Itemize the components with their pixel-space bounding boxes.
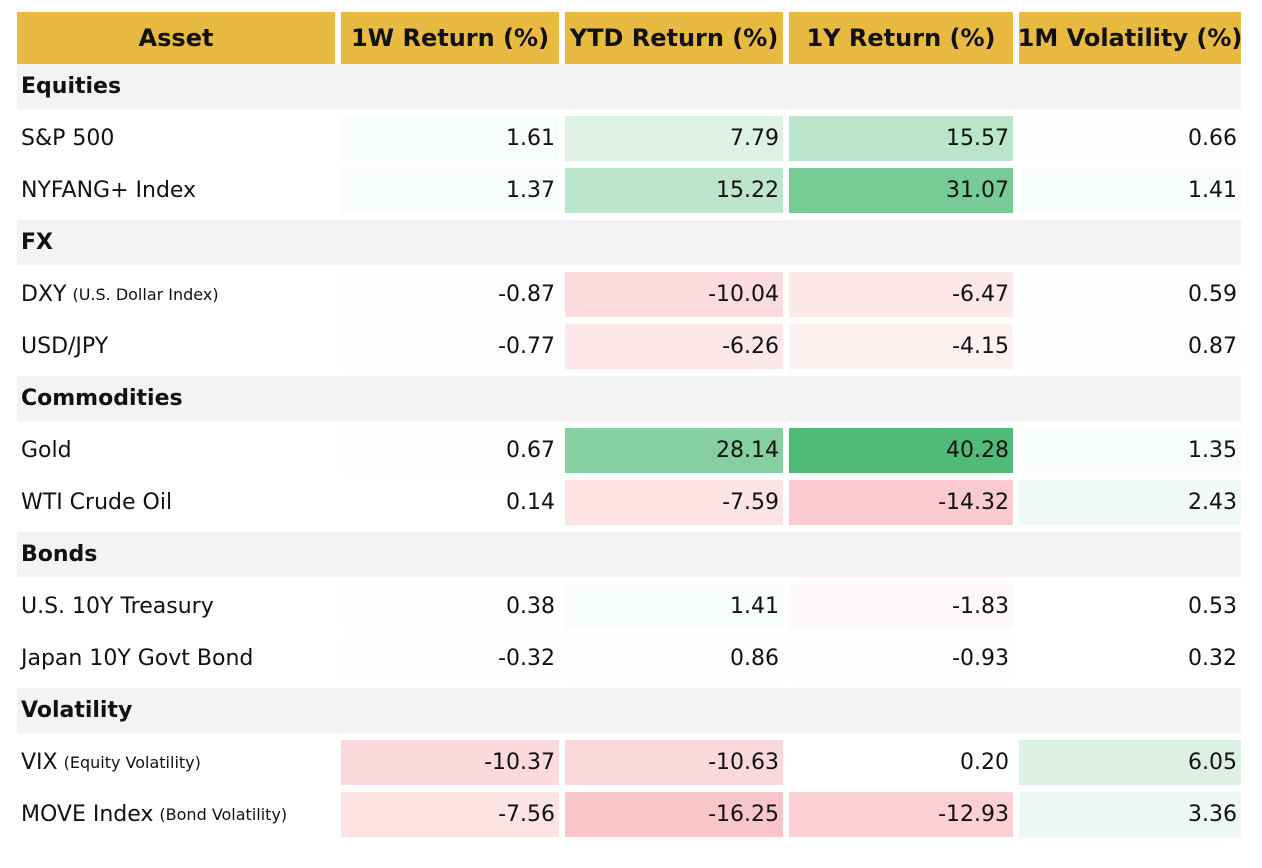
value-cell-1m-volatility: 0.53 [1019,584,1241,629]
value-cell-1m-volatility: 3.36 [1019,792,1241,837]
value-cell-1w-return: -0.87 [341,272,559,317]
column-header-ytd-return: YTD Return (%) [565,12,783,64]
column-header-asset: Asset [17,12,335,64]
value-cell-1y-return: -12.93 [789,792,1013,837]
value-cell-1w-return: 0.38 [341,584,559,629]
section-row-bonds: Bonds [17,532,1241,577]
section-label: FX [21,230,53,255]
asset-cell: Japan 10Y Govt Bond [17,636,335,681]
value-cell-ytd-return: -10.63 [565,740,783,785]
value-cell-1y-return: 0.20 [789,740,1013,785]
asset-cell: U.S. 10Y Treasury [17,584,335,629]
value-cell-1w-return: -7.56 [341,792,559,837]
section-row-commodities: Commodities [17,376,1241,421]
section-row-fx: FX [17,220,1241,265]
value-cell-1y-return: -14.32 [789,480,1013,525]
section-label: Commodities [21,386,183,411]
value-cell-ytd-return: 0.86 [565,636,783,681]
value-cell-1m-volatility: 0.87 [1019,324,1241,369]
asset-name: WTI Crude Oil [21,490,173,515]
table-row: U.S. 10Y Treasury 0.38 1.41 -1.83 0.53 [17,584,1241,629]
asset-cell: DXY (U.S. Dollar Index) [17,272,335,317]
asset-name: S&P 500 [21,126,115,151]
value-cell-1m-volatility: 1.41 [1019,168,1241,213]
value-cell-1m-volatility: 2.43 [1019,480,1241,525]
value-cell-1w-return: 0.67 [341,428,559,473]
value-cell-1y-return: -0.93 [789,636,1013,681]
value-cell-1m-volatility: 6.05 [1019,740,1241,785]
table-row: DXY (U.S. Dollar Index) -0.87 -10.04 -6.47 0.… [17,272,1241,317]
value-cell-ytd-return: -6.26 [565,324,783,369]
section-row-equities: Equities [17,64,1241,109]
asset-name: USD/JPY [21,334,109,359]
section-label: Volatility [21,698,133,723]
value-cell-ytd-return: 28.14 [565,428,783,473]
section-row-volatility: Volatility [17,688,1241,733]
column-header-1m-volatility: 1M Volatility (%) [1018,12,1242,64]
section-label: Equities [21,74,122,99]
table-row: WTI Crude Oil 0.14 -7.59 -14.32 2.43 [17,480,1241,525]
value-cell-ytd-return: -16.25 [565,792,783,837]
value-cell-1y-return: 31.07 [789,168,1013,213]
value-cell-1m-volatility: 0.59 [1019,272,1241,317]
value-cell-1y-return: -1.83 [789,584,1013,629]
value-cell-1m-volatility: 0.32 [1019,636,1241,681]
asset-name: DXY [21,282,67,307]
table-row: MOVE Index (Bond Volatility) -7.56 -16.25 -1… [17,792,1241,837]
asset-name: Gold [21,438,72,463]
value-cell-1y-return: -4.15 [789,324,1013,369]
value-cell-ytd-return: -7.59 [565,480,783,525]
value-cell-1y-return: 15.57 [789,116,1013,161]
header-row: Asset 1W Return (%) YTD Return (%) 1Y Retur… [17,12,1242,64]
asset-cell: USD/JPY [17,324,335,369]
asset-note: (U.S. Dollar Index) [72,285,219,304]
value-cell-ytd-return: 1.41 [565,584,783,629]
asset-cell: VIX (Equity Volatility) [17,740,335,785]
table-row: NYFANG+ Index 1.37 15.22 31.07 1.41 [17,168,1241,213]
asset-cell: NYFANG+ Index [17,168,335,213]
asset-name: Japan 10Y Govt Bond [21,646,254,671]
asset-cell: Gold [17,428,335,473]
column-header-1w-return: 1W Return (%) [341,12,559,64]
asset-note: (Bond Volatility) [159,805,288,824]
value-cell-ytd-return: 15.22 [565,168,783,213]
asset-name: U.S. 10Y Treasury [21,594,214,619]
asset-name: MOVE Index [21,802,154,827]
asset-name: NYFANG+ Index [21,178,197,203]
value-cell-1m-volatility: 0.66 [1019,116,1241,161]
value-cell-ytd-return: 7.79 [565,116,783,161]
column-header-1y-return: 1Y Return (%) [789,12,1013,64]
value-cell-1w-return: 1.61 [341,116,559,161]
section-label: Bonds [21,542,98,567]
value-cell-1y-return: 40.28 [789,428,1013,473]
asset-name: VIX [21,750,58,775]
value-cell-1y-return: -6.47 [789,272,1013,317]
value-cell-1w-return: -0.77 [341,324,559,369]
value-cell-1w-return: -0.32 [341,636,559,681]
table-row: S&P 500 1.61 7.79 15.57 0.66 [17,116,1241,161]
asset-cell: S&P 500 [17,116,335,161]
asset-cell: WTI Crude Oil [17,480,335,525]
value-cell-1w-return: -10.37 [341,740,559,785]
value-cell-ytd-return: -10.04 [565,272,783,317]
value-cell-1m-volatility: 1.35 [1019,428,1241,473]
value-cell-1w-return: 1.37 [341,168,559,213]
table-row: VIX (Equity Volatility) -10.37 -10.63 0.20 6.… [17,740,1241,785]
asset-note: (Equity Volatility) [63,753,201,772]
value-cell-1w-return: 0.14 [341,480,559,525]
asset-cell: MOVE Index (Bond Volatility) [17,792,335,837]
table-row: Gold 0.67 28.14 40.28 1.35 [17,428,1241,473]
table-row: Japan 10Y Govt Bond -0.32 0.86 -0.93 0.32 [17,636,1241,681]
table-row: USD/JPY -0.77 -6.26 -4.15 0.87 [17,324,1241,369]
